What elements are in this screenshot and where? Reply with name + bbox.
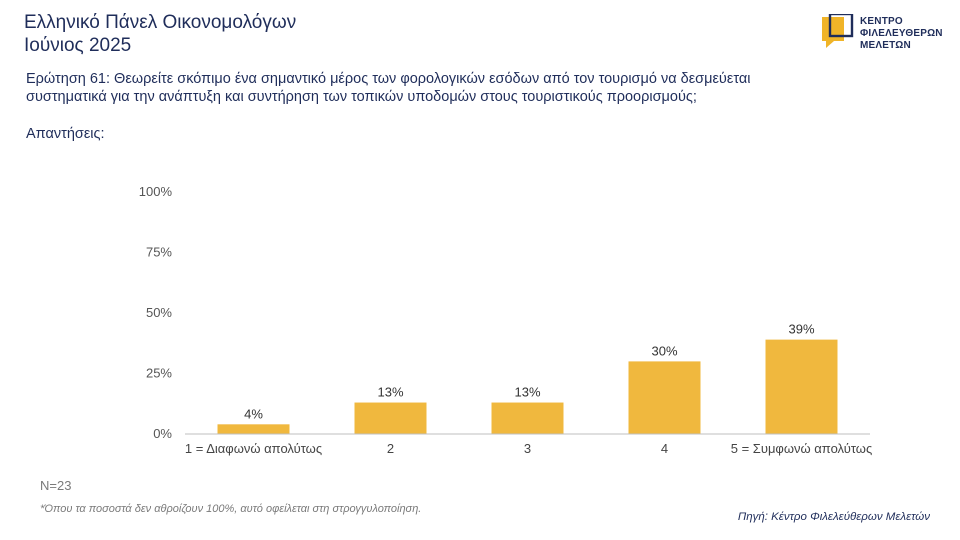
bar	[628, 361, 701, 434]
logo-line-3: ΜΕΛΕΤΩΝ	[860, 40, 911, 51]
logo-line-2: ΦΙΛΕΛΕΥΘΕΡΩΝ	[860, 28, 943, 39]
y-tick-label: 100%	[139, 184, 173, 199]
question-line-1: Ερώτηση 61: Θεωρείτε σκόπιμο ένα σημαντι…	[26, 71, 751, 87]
page-title: Ελληνικό Πάνελ Οικονομολόγων Ιούνιος 202…	[24, 11, 296, 57]
bar	[354, 402, 427, 434]
organization-logo: ΚΕΝΤΡΟ ΦΙΛΕΛΕΥΘΕΡΩΝ ΜΕΛΕΤΩΝ	[820, 14, 950, 58]
question-line-2: συστηματικά για την ανάπτυξη και συντήρη…	[26, 89, 697, 105]
y-tick-label: 50%	[146, 305, 172, 320]
logo-line-1: ΚΕΝΤΡΟ	[860, 16, 903, 27]
bar	[217, 424, 290, 434]
x-tick-label: 2	[387, 441, 394, 456]
answers-label: Απαντήσεις:	[26, 126, 105, 142]
x-tick-label: 4	[661, 441, 668, 456]
x-tick-label: 1 = Διαφωνώ απολύτως	[185, 441, 322, 456]
bar-value-label: 4%	[244, 406, 263, 421]
logo-text: ΚΕΝΤΡΟ ΦΙΛΕΛΕΥΘΕΡΩΝ ΜΕΛΕΤΩΝ	[860, 16, 943, 52]
page-title-line-2: Ιούνιος 2025	[24, 35, 132, 56]
y-tick-label: 25%	[146, 366, 172, 381]
speech-bubble-logo-icon	[822, 14, 854, 48]
sample-size: N=23	[40, 478, 72, 493]
page-title-line-1: Ελληνικό Πάνελ Οικονομολόγων	[24, 12, 297, 33]
bar-value-label: 13%	[514, 385, 540, 400]
bar-value-label: 30%	[651, 343, 677, 358]
x-tick-label: 5 = Συμφωνώ απολύτως	[731, 441, 872, 456]
x-tick-label: 3	[524, 441, 531, 456]
bar	[765, 339, 838, 434]
footnote: *Όπου τα ποσοστά δεν αθροίζουν 100%, αυτ…	[40, 503, 422, 515]
question-text: Ερώτηση 61: Θεωρείτε σκόπιμο ένα σημαντι…	[26, 70, 906, 106]
y-tick-label: 0%	[153, 426, 172, 441]
source-note: Πηγή: Κέντρο Φιλελεύθερων Μελετών	[737, 511, 930, 523]
bar-value-label: 39%	[788, 322, 814, 337]
bar	[491, 402, 564, 434]
bar-value-label: 13%	[377, 385, 403, 400]
y-tick-label: 75%	[146, 245, 172, 260]
